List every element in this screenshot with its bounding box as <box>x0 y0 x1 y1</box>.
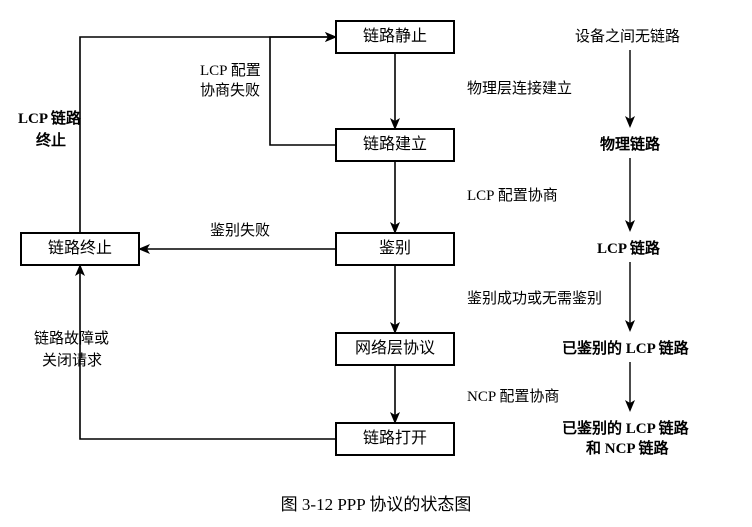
node-term-label: 链路终止 <box>48 239 112 258</box>
right-label-3: LCP 链路 <box>597 240 660 260</box>
figure-caption: 图 3-12 PPP 协议的状态图 <box>0 490 752 515</box>
label-phys-conn: 物理层连接建立 <box>467 80 572 100</box>
diagram-stage: 链路静止 链路建立 鉴别 网络层协议 链路打开 链路终止 物理层连接建立 LCP… <box>0 0 752 527</box>
node-dead: 链路静止 <box>335 20 455 54</box>
label-lcp-fail-2: 协商失败 <box>200 82 260 102</box>
label-lcp-term-2: 终止 <box>36 132 66 152</box>
label-close-req-1: 链路故障或 <box>34 330 109 350</box>
node-estab: 链路建立 <box>335 128 455 162</box>
right-label-1: 设备之间无链路 <box>575 28 680 48</box>
node-term: 链路终止 <box>20 232 140 266</box>
node-open: 链路打开 <box>335 422 455 456</box>
node-auth: 鉴别 <box>335 232 455 266</box>
node-auth-label: 鉴别 <box>379 239 411 258</box>
right-label-5b: 和 NCP 链路 <box>586 440 669 460</box>
label-close-req-2: 关闭请求 <box>42 352 102 372</box>
label-lcp-term-1: LCP 链路 <box>18 110 81 130</box>
label-auth-ok: 鉴别成功或无需鉴别 <box>467 290 602 310</box>
node-dead-label: 链路静止 <box>363 27 427 46</box>
label-lcp-conf: LCP 配置协商 <box>467 187 558 207</box>
right-label-5a: 已鉴别的 LCP 链路 <box>562 420 689 440</box>
node-network-label: 网络层协议 <box>355 339 435 358</box>
label-auth-fail: 鉴别失败 <box>210 222 270 242</box>
node-estab-label: 链路建立 <box>363 135 427 154</box>
label-ncp-conf: NCP 配置协商 <box>467 388 559 408</box>
node-network: 网络层协议 <box>335 332 455 366</box>
right-label-4: 已鉴别的 LCP 链路 <box>562 340 689 360</box>
node-open-label: 链路打开 <box>363 429 427 448</box>
right-label-2: 物理链路 <box>600 136 660 156</box>
label-lcp-fail-1: LCP 配置 <box>200 62 261 82</box>
